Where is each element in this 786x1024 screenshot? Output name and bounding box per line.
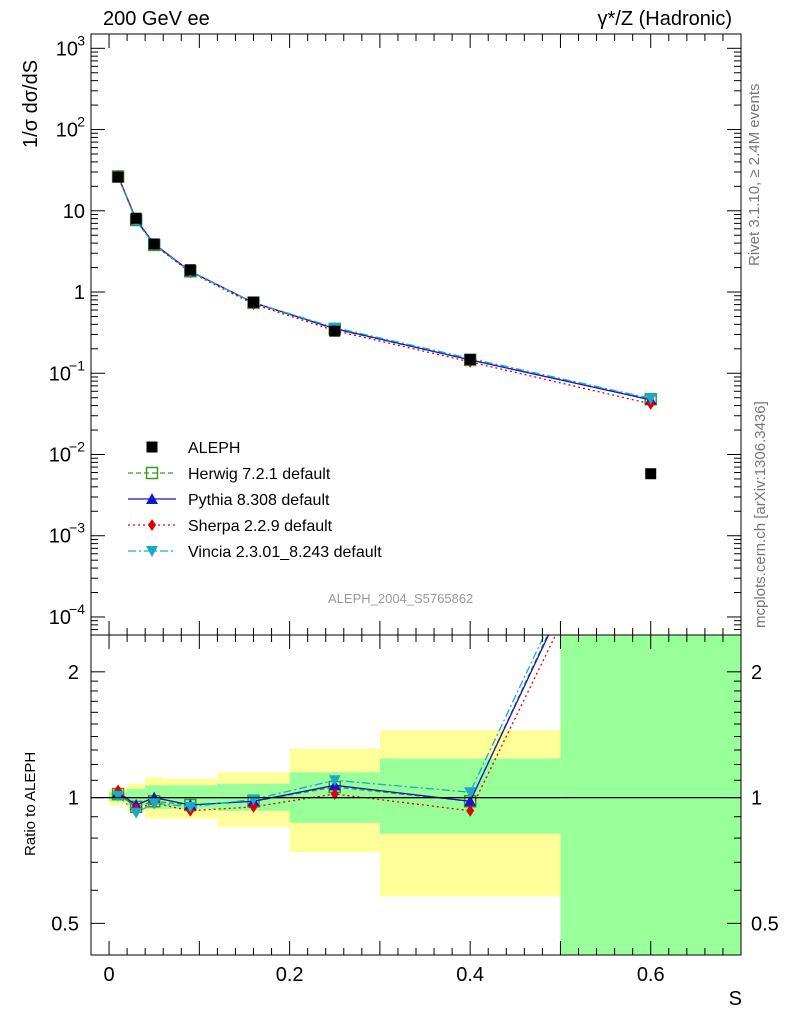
top-ytick-exp-4: −1 xyxy=(69,357,85,373)
analysis-label: ALEPH_2004_S5765862 xyxy=(328,591,474,606)
y-axis-label-top: 1/σ dσ/dS xyxy=(20,59,42,148)
top-ytick-label-2: 10 xyxy=(63,201,85,223)
ratio-point-pythia-7 xyxy=(645,412,657,423)
legend-label-vincia: Vincia 2.3.01_8.243 default xyxy=(188,544,382,561)
ratio-point-sherpa-6 xyxy=(466,804,475,817)
legend-marker-data xyxy=(146,441,158,453)
xtick-label-2: 0.4 xyxy=(456,964,484,986)
title-left: 200 GeV ee xyxy=(103,8,210,30)
aleph-point-2 xyxy=(148,238,160,250)
ratio-ytick-label-right-1: 1 xyxy=(751,788,762,810)
top-ytick-exp-7: −4 xyxy=(69,601,85,617)
main-line-herwig xyxy=(117,176,651,400)
aleph-point-0 xyxy=(112,171,124,183)
main-line-pythia xyxy=(117,175,651,401)
xtick-label-0: 0 xyxy=(103,964,114,986)
ratio-point-vincia-3 xyxy=(184,801,197,813)
main-line-vincia xyxy=(117,176,651,400)
legend-marker-vincia xyxy=(146,546,158,557)
ratio-point-sherpa-5 xyxy=(330,788,339,801)
main-line-sherpa xyxy=(117,175,651,405)
ratio-point-vincia-1 xyxy=(130,807,143,819)
aleph-point-7 xyxy=(645,468,657,480)
ratio-point-sherpa-4 xyxy=(249,800,258,813)
x-axis-label: S xyxy=(728,988,742,1010)
legend-label-sherpa: Sherpa 2.2.9 default xyxy=(188,518,333,535)
ratio-point-vincia-6 xyxy=(464,787,477,799)
ratio-ytick-label-left-0: 0.5 xyxy=(51,913,79,935)
aleph-point-3 xyxy=(184,264,196,276)
top-ytick-exp-0: 3 xyxy=(77,32,85,48)
top-ytick-label-7: 10 xyxy=(49,607,71,629)
ratio-ytick-label-left-1: 1 xyxy=(68,788,79,810)
top-ytick-exp-6: −3 xyxy=(69,520,85,536)
ratio-line-sherpa xyxy=(117,635,557,812)
top-panel-series xyxy=(111,169,657,480)
aleph-point-1 xyxy=(130,212,142,224)
top-ytick-exp-1: 2 xyxy=(77,114,85,130)
aleph-point-5 xyxy=(329,325,341,337)
side-label-rivet: Rivet 3.1.10, ≥ 2.4M events xyxy=(746,83,763,267)
ratio-point-sherpa-7 xyxy=(647,433,655,445)
legend-marker-sherpa xyxy=(148,519,156,531)
ratio-point-vincia-0 xyxy=(112,790,125,802)
aleph-point-6 xyxy=(464,353,476,365)
title-right: γ*/Z (Hadronic) xyxy=(597,8,732,30)
ratio-ytick-label-right-2: 2 xyxy=(751,662,762,684)
main-point-vincia-7 xyxy=(644,393,657,405)
legend-marker-pythia xyxy=(146,493,158,504)
xtick-label-1: 0.2 xyxy=(276,964,304,986)
legend-marker-herwig xyxy=(145,466,159,480)
top-ytick-label-3: 1 xyxy=(74,282,85,304)
band-inner-7 xyxy=(560,635,741,955)
aleph-point-4 xyxy=(248,296,259,308)
legend-label-data: ALEPH xyxy=(188,440,240,457)
legend-label-pythia: Pythia 8.308 default xyxy=(188,492,330,509)
ratio-point-vincia-2 xyxy=(148,798,161,810)
ratio-ytick-label-right-0: 0.5 xyxy=(751,913,779,935)
top-ytick-label-5: 10 xyxy=(49,444,71,466)
legend-label-herwig: Herwig 7.2.1 default xyxy=(188,466,331,483)
top-ytick-label-0: 10 xyxy=(56,38,78,60)
top-ytick-label-4: 10 xyxy=(49,363,71,385)
side-label-mcplots: mcplots.cern.ch [arXiv:1306.3436] xyxy=(752,401,769,628)
top-ytick-label-6: 10 xyxy=(49,526,71,548)
top-ytick-exp-5: −2 xyxy=(69,438,85,454)
y-axis-label-ratio: Ratio to ALEPH xyxy=(22,751,39,856)
top-ytick-label-1: 10 xyxy=(56,120,78,142)
legend: ALEPH Herwig 7.2.1 default Pythia 8.308 de… xyxy=(128,440,382,561)
ratio-point-vincia-5 xyxy=(328,775,341,787)
xtick-label-3: 0.6 xyxy=(637,964,665,986)
ratio-panel-series xyxy=(109,412,657,819)
ratio-ytick-label-left-2: 2 xyxy=(68,662,79,684)
